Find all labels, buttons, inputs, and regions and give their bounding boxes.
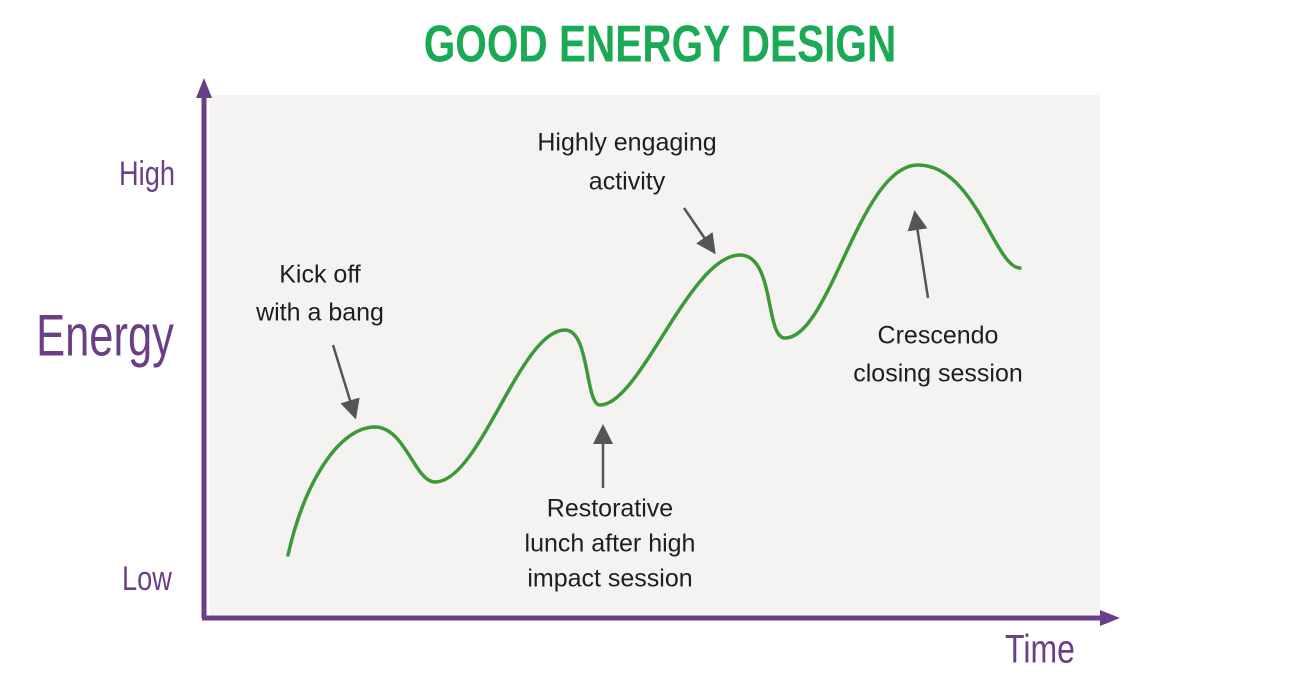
- chart-panel: [210, 95, 1100, 615]
- annotation-line: closing session: [853, 360, 1023, 388]
- annotation-line: Highly engaging: [537, 129, 716, 157]
- annotation-arrow: [907, 210, 930, 299]
- annotation-line: activity: [589, 168, 666, 196]
- annotation-line: impact session: [527, 565, 692, 593]
- y-axis-label: Energy: [36, 303, 174, 367]
- annotation-arrow: [682, 207, 716, 255]
- annotation-line: Kick off: [279, 261, 361, 289]
- annotation-line: with a bang: [255, 299, 384, 327]
- energy-curve: [286, 163, 1022, 557]
- annotation-line: Crescendo: [878, 322, 999, 350]
- y-low-label: Low: [122, 559, 173, 598]
- annotation-line: lunch after high: [525, 530, 696, 558]
- x-axis-arrow: [1100, 610, 1120, 626]
- title: GOOD ENERGY DESIGN: [424, 15, 896, 73]
- annotation-line: Restorative: [547, 495, 673, 523]
- annotation-arrow: [331, 344, 360, 420]
- x-axis-label: Time: [1005, 626, 1075, 671]
- y-axis-arrow: [196, 78, 212, 98]
- y-high-label: High: [119, 154, 175, 193]
